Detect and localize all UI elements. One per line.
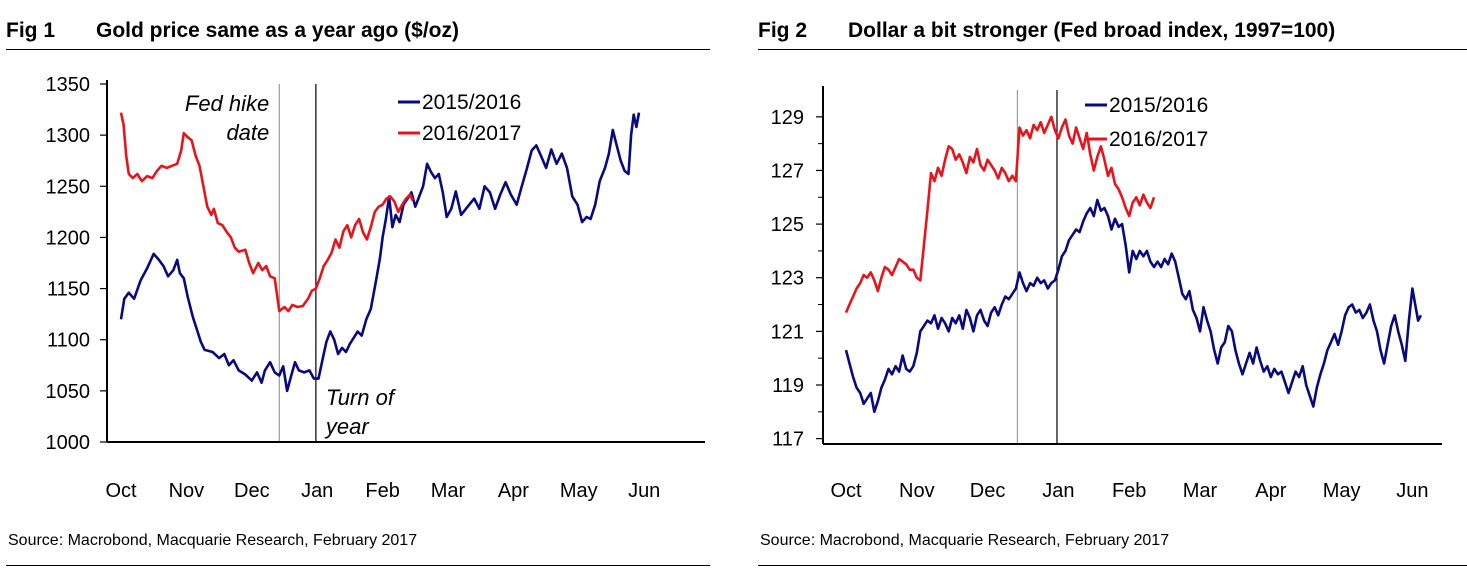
figure-1-header: Fig 1 Gold price same as a year ago ($/oz… — [6, 19, 459, 47]
x-tick-label: Feb — [1112, 480, 1146, 502]
legend-label: 2015/2016 — [1109, 94, 1208, 117]
figure-2-top-rule — [758, 49, 1467, 50]
series-line-2015-2016 — [119, 112, 641, 393]
x-tick-label: Oct — [105, 480, 137, 502]
y-tick-label: 129 — [771, 107, 804, 129]
x-tick-label: May — [1323, 480, 1361, 502]
figure-1-panel: Fig 1 Gold price same as a year ago ($/oz… — [0, 0, 710, 577]
series-line-2016-2017 — [844, 115, 1156, 314]
x-tick-label: Nov — [169, 480, 205, 502]
x-tick-label: Jun — [1396, 480, 1428, 502]
x-tick-label: Dec — [234, 480, 270, 502]
figure-2-source: Source: Macrobond, Macquarie Research, F… — [760, 532, 1170, 549]
marker-label: Turn of — [326, 385, 397, 410]
y-tick-label: 1300 — [46, 125, 91, 147]
x-tick-label: Dec — [970, 480, 1006, 502]
y-tick-label: 1350 — [46, 74, 91, 96]
figure-1-bottom-rule — [6, 565, 710, 566]
x-tick-label: Mar — [1183, 480, 1218, 502]
figure-2-number: Fig 2 — [758, 19, 808, 42]
legend-label: 2016/2017 — [422, 122, 521, 145]
y-tick-label: 1250 — [46, 176, 91, 198]
figure-1-source: Source: Macrobond, Macquarie Research, F… — [8, 532, 418, 549]
x-tick-label: Oct — [830, 480, 862, 502]
figure-2-title: Dollar a bit stronger (Fed broad index, … — [848, 19, 1336, 42]
y-tick-label: 119 — [772, 375, 804, 397]
x-tick-label: Feb — [365, 480, 399, 502]
marker-label: Fed hike — [185, 91, 269, 116]
x-tick-label: Jan — [301, 480, 333, 502]
y-tick-label: 1000 — [46, 432, 91, 454]
x-tick-label: Apr — [498, 480, 529, 502]
marker-label: year — [324, 414, 370, 439]
legend-label: 2016/2017 — [1109, 128, 1208, 151]
figure-2-chart: 117 119 121 123 125 127 129 Oct Nov Dec Jan Feb Mar A… — [771, 86, 1442, 502]
x-tick-label: Jun — [628, 480, 660, 502]
figure-2-panel: Fig 2 Dollar a bit stronger (Fed broad in… — [752, 0, 1467, 577]
y-tick-label: 123 — [771, 268, 804, 290]
y-tick-label: 1150 — [47, 279, 90, 301]
marker-label: date — [226, 120, 269, 145]
y-tick-label: 1200 — [46, 227, 91, 249]
figure-2-bottom-rule — [758, 565, 1467, 566]
x-tick-label: Mar — [431, 480, 466, 502]
legend-label: 2015/2016 — [422, 91, 521, 114]
figure-1-title: Gold price same as a year ago ($/oz) — [96, 19, 459, 42]
x-tick-label: Jan — [1042, 480, 1074, 502]
figure-1-top-rule — [6, 49, 710, 50]
y-tick-label: 1100 — [47, 330, 90, 352]
figure-2-header: Fig 2 Dollar a bit stronger (Fed broad in… — [758, 19, 1335, 47]
figure-1-number: Fig 1 — [6, 19, 56, 42]
series-line-2016-2017 — [119, 112, 414, 313]
x-tick-label: May — [560, 480, 598, 502]
y-tick-label: 117 — [772, 429, 804, 451]
series-line-2015-2016 — [844, 198, 1423, 414]
y-tick-label: 127 — [771, 160, 804, 182]
y-tick-label: 1050 — [46, 381, 91, 403]
figure-1-chart: 1000 1050 1100 1150 1200 1250 1300 1350 Oct Nov De… — [46, 74, 705, 502]
x-tick-label: Nov — [899, 480, 935, 502]
x-tick-label: Apr — [1255, 480, 1286, 502]
y-tick-label: 125 — [771, 214, 804, 236]
y-tick-label: 121 — [771, 321, 804, 343]
